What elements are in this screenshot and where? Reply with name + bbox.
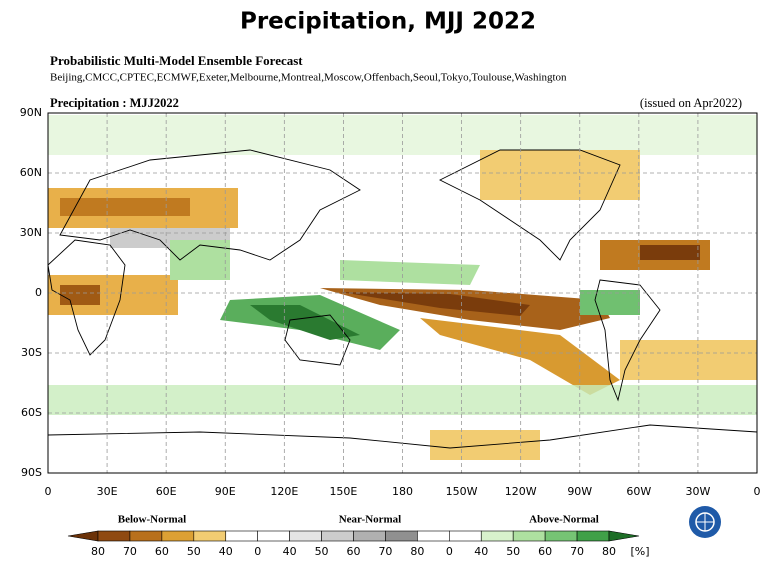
colorbar-end: [67, 530, 99, 542]
colorbar-segment: [321, 530, 354, 542]
lon-label: 120E: [270, 485, 298, 498]
colorbar-segment: [225, 530, 258, 542]
colorbar-tick-label: 80: [91, 545, 105, 558]
colorbar-tick-label: 50: [315, 545, 329, 558]
lon-label: 150W: [446, 485, 478, 498]
colorbar-segment: [544, 530, 578, 542]
colorbar-tick-label: 40: [283, 545, 297, 558]
colorbar-tick-label: 80: [602, 545, 616, 558]
colorbar-segment: [257, 530, 290, 542]
legend-heading: Below-Normal: [118, 514, 186, 526]
colorbar-tick-label: 70: [123, 545, 137, 558]
colorbar-segment: [353, 530, 386, 542]
lat-label: 60S: [21, 406, 42, 419]
title: Precipitation, MJJ 2022: [240, 9, 536, 35]
lon-label: 60E: [156, 485, 177, 498]
legend-heading: Above-Normal: [529, 514, 599, 526]
colorbar-tick-label: 80: [410, 545, 424, 558]
lon-label: 0: [45, 485, 52, 498]
colorbar-tick-label: 60: [155, 545, 169, 558]
colorbar-tick-label: 50: [187, 545, 201, 558]
lat-label: 60N: [20, 166, 42, 179]
lat-label: 30S: [21, 346, 42, 359]
lon-label: 90W: [567, 485, 592, 498]
lat-label: 90N: [20, 106, 42, 119]
colorbar-segment: [129, 530, 163, 542]
colorbar-segment: [385, 530, 418, 542]
issued: (issued on Apr2022): [640, 96, 742, 110]
colorbar-tick-label: 40: [474, 545, 488, 558]
colorbar-segment: [289, 530, 322, 542]
colorbar-tick-label: 0: [254, 545, 261, 558]
lon-label: 150E: [329, 485, 357, 498]
colorbar-tick-label: 40: [219, 545, 233, 558]
colorbar-tick-label: 60: [538, 545, 552, 558]
colorbar-tick-label: 70: [570, 545, 584, 558]
colorbar: 80 70 60 50 40 0 40 50 60 70 80 0 40 50 60 70 80 [%]: [67, 530, 650, 558]
map-label: Precipitation : MJJ2022: [50, 96, 179, 110]
colorbar-segment: [417, 530, 450, 542]
lon-label: 90E: [215, 485, 236, 498]
wmo-logo: [689, 506, 721, 538]
lon-label: 30E: [97, 485, 118, 498]
lon-label: 180: [392, 485, 413, 498]
colorbar-tick-label: 0: [446, 545, 453, 558]
lon-label: 30W: [685, 485, 710, 498]
lat-label: 90S: [21, 466, 42, 479]
colorbar-segment: [576, 530, 610, 542]
colorbar-tick-label: 60: [347, 545, 361, 558]
colorbar-segment: [512, 530, 546, 542]
lon-label: 0: [754, 485, 761, 498]
colorbar-segment: [97, 530, 131, 542]
colorbar-end: [608, 530, 640, 542]
colorbar-segment: [161, 530, 195, 542]
colorbar-segment: [193, 530, 227, 542]
colorbar-segment: [480, 530, 514, 542]
colorbar-unit: [%]: [630, 545, 649, 558]
lat-label: 30N: [20, 226, 42, 239]
colorbar-tick-label: 70: [378, 545, 392, 558]
lon-label: 60W: [626, 485, 651, 498]
colorbar-tick-label: 50: [506, 545, 520, 558]
map: [47, 112, 758, 474]
subtitle: Probabilistic Multi-Model Ensemble Forec…: [50, 53, 303, 68]
lon-label: 120W: [505, 485, 537, 498]
centers: Beijing,CMCC,CPTEC,ECMWF,Exeter,Melbourn…: [50, 72, 567, 84]
legend-heading: Near-Normal: [339, 514, 402, 526]
colorbar-segment: [449, 530, 482, 542]
lat-label: 0: [35, 286, 42, 299]
